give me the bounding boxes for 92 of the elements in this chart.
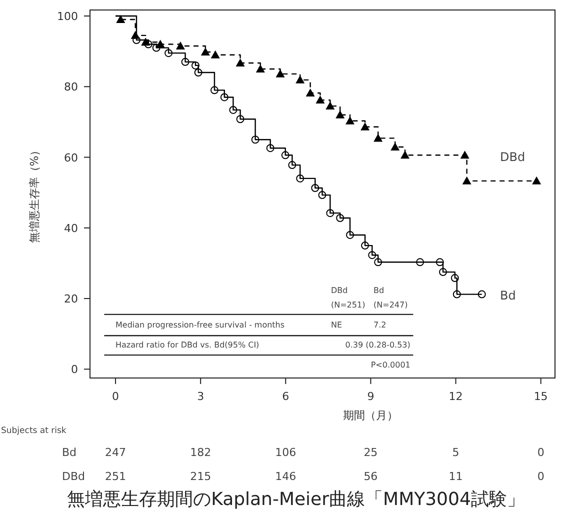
text: 0 [537,470,544,483]
point [360,122,370,130]
point [236,115,244,124]
text: 106 [275,446,296,459]
annotation: Hazard ratio for DBd vs. Bd(95% CI) [116,340,260,350]
point [164,49,173,58]
point [251,136,260,144]
text: 5 [452,446,460,459]
point [346,230,354,239]
point [368,251,376,260]
x-tick-label: 12 [448,390,463,403]
annotation: (N=247) [374,300,408,310]
text: DBd [62,470,85,483]
annotation: 7.2 [374,320,386,330]
point [439,268,448,276]
x-axis-title: 期間（月） [343,409,398,422]
point [452,290,461,298]
point [450,274,459,282]
point [191,61,200,70]
point [460,150,470,159]
point [144,40,152,48]
point [326,209,334,218]
text: Subjects at risk [1,426,66,436]
y-tick-label: 40 [64,222,78,235]
point [256,64,265,72]
point [336,214,344,222]
annotation: 0.39 (0.28-0.53) [345,340,410,350]
point [416,258,424,266]
point [316,96,325,104]
point [326,102,335,110]
point [176,42,185,50]
text: 25 [364,446,378,459]
point [436,258,444,266]
point [532,176,542,184]
point [306,88,315,96]
y-tick-label: 20 [64,292,78,306]
point [311,184,320,192]
point [266,144,274,152]
y-axis-title: 無増悪生存率（%） [28,144,41,244]
point [132,36,140,44]
y-tick-label: 0 [71,363,78,376]
text: 182 [190,446,212,459]
point [478,290,486,298]
text: 11 [448,470,463,483]
point [194,68,202,77]
x-tick-label: 3 [197,390,204,403]
y-tick-label: 100 [57,10,78,24]
series-label: Bd [500,288,516,302]
text: 0 [537,446,544,459]
x-tick-label: 6 [282,390,290,403]
annotation: P<0.0001 [370,360,410,370]
text: 146 [275,470,296,483]
annotation: NE [331,320,342,330]
point [276,69,285,78]
text: 247 [105,446,126,459]
point [200,48,210,56]
y-tick-label: 80 [64,80,78,94]
point [336,110,345,118]
point [288,161,296,170]
point [236,58,245,66]
series-label: DBd [500,150,526,164]
annotation: (N=251) [331,300,366,310]
point [390,142,400,151]
point [220,93,228,102]
point [152,44,160,52]
point [296,174,304,182]
text: Bd [62,446,77,459]
text: 56 [364,470,378,483]
annotation: Median progression-free survival - months [116,320,285,330]
y-tick-label: 60 [64,151,78,164]
text: 215 [190,470,212,483]
point [400,150,410,159]
annotation: Bd [374,286,384,296]
text: 無増悪生存期間のKaplan-Meier曲線「MMY3004試験」 [67,489,525,510]
x-tick-label: 0 [112,390,120,403]
point [210,50,220,58]
point [361,242,370,250]
x-tick-label: 9 [367,390,374,403]
point [318,191,326,200]
point [346,116,355,124]
point [181,58,190,66]
text: 251 [105,470,126,483]
annotation: DBd [331,286,348,296]
point [462,176,472,184]
point [296,75,305,84]
point [116,15,126,24]
x-tick-label: 15 [534,390,548,403]
point [374,258,382,266]
point [229,106,238,114]
point [281,151,290,160]
point [374,134,383,142]
point [210,86,218,94]
